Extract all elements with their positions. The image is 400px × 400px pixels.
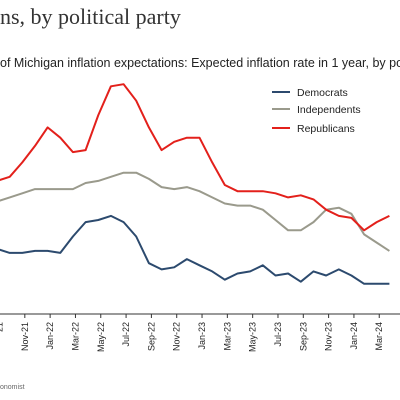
x-tick-label: May-22 [96,322,106,352]
x-tick-label: 21 [0,322,5,332]
source-note: onomist [0,384,25,391]
x-tick-label: Jan-22 [45,322,55,350]
x-tick-label: Jul-22 [121,322,131,347]
x-tick-label: Mar-22 [70,322,80,351]
x-tick-label: Jul-23 [273,322,283,347]
legend-label-democrats: Democrats [297,87,348,99]
x-tick-label: Nov-21 [20,322,30,351]
series-line-independents [0,171,390,252]
series-line-democrats [0,214,390,285]
x-tick-label: Jan-24 [349,322,359,350]
series-line-republicans [0,83,390,232]
x-tick-label: Nov-22 [172,322,182,351]
x-axis: 21 Nov-21 Jan-22 Mar-22 May-22 Jul-22 Sep-22 No… [0,313,400,352]
x-tick-label: Jan-23 [197,322,207,350]
legend-label-independents: Independents [297,104,361,116]
x-tick-label: Mar-23 [222,322,232,351]
x-tick-label: Mar-24 [374,322,384,351]
x-tick-label: Nov-23 [324,322,334,351]
chart-title: ns, by political party [0,4,181,29]
x-tick-label: May-23 [248,322,258,352]
x-tick-label: Sep-23 [298,322,308,351]
chart-subtitle: of Michigan inflation expectations: Expe… [0,56,400,70]
x-tick-label: Sep-22 [146,322,156,351]
series-lines [0,83,390,285]
legend-label-republicans: Republicans [297,123,355,135]
legend: Democrats Independents Republicans [272,87,361,135]
